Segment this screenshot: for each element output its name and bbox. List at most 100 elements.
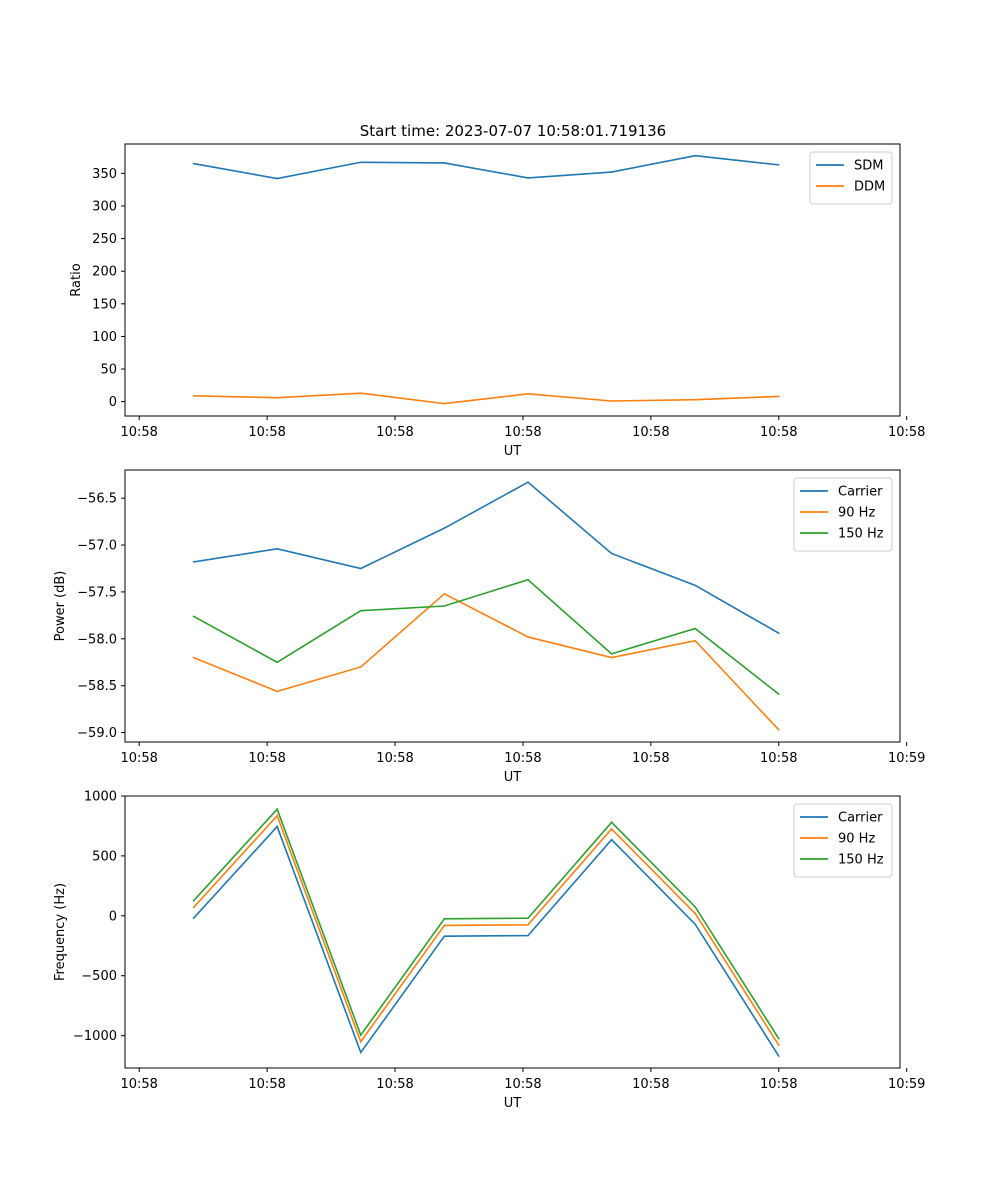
x-tick-label: 10:58 (504, 1077, 541, 1092)
series-line-150-hz (192, 807, 780, 1040)
data-point-90-hz (276, 690, 278, 693)
series-line-carrier (192, 825, 780, 1057)
data-point-carrier (777, 1055, 780, 1057)
y-tick-label: 100 (92, 330, 117, 345)
x-tick-label: 10:58 (632, 1077, 669, 1092)
data-point-carrier (694, 584, 696, 587)
axes-frame (124, 143, 901, 417)
y-tick-label: 350 (92, 167, 117, 182)
y-tick-label: −500 (81, 969, 117, 984)
data-point-ddm (694, 398, 696, 401)
data-point-carrier (359, 1051, 362, 1054)
legend-label-ddm: DDM (854, 180, 885, 195)
x-tick-label: 10:58 (760, 1077, 797, 1092)
data-point-sdm (192, 162, 195, 165)
data-point-sdm (527, 177, 529, 179)
data-point-150-hz (192, 900, 195, 902)
y-tick-label: −58.0 (77, 632, 117, 647)
y-axis-label: Power (dB) (53, 571, 68, 642)
axes-frame (124, 795, 901, 1069)
legend-label-carrier: Carrier (838, 485, 883, 500)
data-point-carrier (527, 934, 529, 937)
series-line-150-hz (193, 578, 780, 695)
data-point-carrier (694, 923, 696, 926)
data-point-150-hz (276, 661, 278, 664)
data-point-90-hz (527, 636, 529, 638)
ratio-panel: 10:58 10:58 10:58 10:58 10:58 10:58 10:5805010… (69, 143, 925, 459)
legend-label-sdm: SDM (854, 159, 883, 174)
y-axis-label: Ratio (69, 263, 84, 296)
x-axis-label: UT (504, 1096, 522, 1111)
x-tick-label: 10:58 (760, 425, 797, 440)
x-tick-label: 10:58 (504, 425, 541, 440)
data-point-carrier (443, 527, 446, 529)
x-tick-label: 10:59 (888, 1077, 925, 1092)
series-line-sdm (193, 154, 779, 180)
data-point-sdm (777, 164, 780, 166)
data-point-carrier (192, 917, 195, 920)
x-axis-label: UT (504, 770, 522, 785)
data-point-150-hz (610, 821, 613, 824)
y-tick-label: −59.0 (77, 726, 117, 741)
data-point-90-hz (527, 924, 529, 926)
data-point-150-hz (777, 693, 780, 695)
data-point-90-hz (694, 912, 696, 915)
y-tick-label: 500 (92, 849, 117, 864)
y-tick-label: 50 (100, 363, 117, 378)
data-point-sdm (443, 162, 446, 164)
x-tick-label: 10:58 (376, 1077, 413, 1092)
data-point-150-hz (610, 653, 613, 655)
data-point-ddm (359, 392, 362, 394)
data-point-150-hz (359, 609, 362, 612)
data-point-90-hz (610, 656, 613, 659)
data-point-90-hz (777, 729, 780, 731)
data-point-ddm (527, 393, 529, 395)
y-tick-label: 1000 (84, 790, 117, 805)
series-line-90-hz (192, 814, 780, 1046)
y-tick-label: 150 (92, 297, 117, 312)
y-tick-label: −56.5 (77, 492, 117, 507)
x-tick-label: 10:59 (888, 751, 925, 766)
data-point-sdm (610, 171, 613, 173)
x-tick-label: 10:58 (504, 751, 541, 766)
legend-label-90-hz: 90 Hz (838, 832, 875, 847)
legend: Carrier 90 Hz 150 Hz (793, 803, 893, 878)
x-tick-label: 10:58 (760, 751, 797, 766)
data-point-150-hz (527, 917, 529, 920)
data-point-carrier (276, 547, 278, 550)
data-point-carrier (610, 838, 613, 841)
legend-label-90-hz: 90 Hz (838, 506, 875, 521)
data-point-150-hz (694, 627, 696, 630)
data-point-150-hz (443, 605, 446, 607)
x-tick-label: 10:58 (376, 425, 413, 440)
legend: SDM DDM (809, 151, 893, 205)
y-tick-label: −58.5 (77, 679, 117, 694)
x-tick-label: 10:58 (376, 751, 413, 766)
data-point-90-hz (694, 639, 696, 642)
y-tick-label: 0 (109, 395, 117, 410)
y-tick-label: −1000 (73, 1029, 117, 1044)
data-point-90-hz (777, 1044, 780, 1047)
legend-label-150-hz: 150 Hz (838, 853, 884, 868)
data-point-150-hz (777, 1037, 780, 1040)
data-point-ddm (610, 400, 613, 402)
x-tick-label: 10:58 (248, 1077, 285, 1092)
data-point-90-hz (359, 666, 362, 668)
data-point-90-hz (610, 828, 613, 830)
y-axis-label: Frequency (Hz) (53, 883, 68, 981)
x-axis-label: UT (504, 444, 522, 459)
x-tick-label: 10:58 (632, 425, 669, 440)
data-point-150-hz (276, 808, 278, 810)
data-point-ddm (276, 396, 278, 399)
legend-label-150-hz: 150 Hz (838, 527, 884, 542)
data-point-ddm (777, 395, 780, 398)
power-panel: 10:58 10:58 10:58 10:58 10:58 10:58 10:59 −59.0… (53, 469, 925, 785)
legend-label-carrier: Carrier (838, 811, 883, 826)
y-tick-label: 300 (92, 199, 117, 214)
data-point-carrier (610, 552, 613, 555)
y-tick-label: 200 (92, 265, 117, 280)
data-point-carrier (443, 935, 446, 937)
data-point-carrier (359, 567, 362, 570)
frequency-panel: 10:58 10:58 10:58 10:58 10:58 10:58 10:59 −1000… (53, 790, 925, 1112)
